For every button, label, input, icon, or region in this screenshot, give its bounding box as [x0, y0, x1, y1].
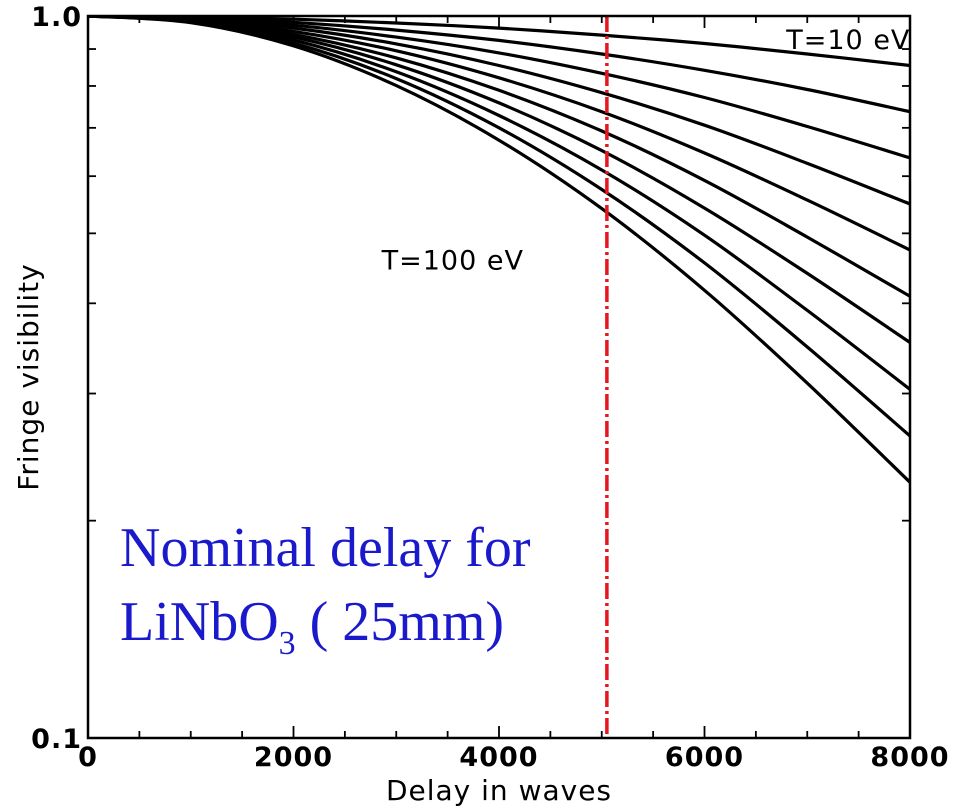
axis-ticks	[87, 15, 911, 739]
y-axis-title: Fringe visibility	[12, 263, 45, 490]
note-formula: LiNbO	[120, 591, 279, 653]
note-subscript: 3	[279, 625, 296, 662]
curve-label-0: T=10 eV	[785, 25, 910, 56]
plot-area	[88, 16, 910, 738]
x-tick-label: 2000	[254, 742, 333, 773]
nominal-delay-note-line2: LiNbO3 ( 25mm)	[120, 591, 504, 662]
x-axis-title: Delay in waves	[386, 774, 612, 807]
x-tick-label: 6000	[665, 742, 744, 773]
nominal-delay-note-line1: Nominal delay for	[120, 517, 531, 579]
x-tick-label: 8000	[870, 742, 949, 773]
tick-labels: 0 2000 4000 6000 8000 1.0 0.1	[31, 2, 949, 773]
note-dimension: ( 25mm)	[296, 591, 504, 653]
series-line-100ev	[88, 16, 910, 484]
y-tick-label: 1.0	[31, 2, 82, 33]
x-tick-label: 0	[78, 742, 98, 773]
y-tick-label: 0.1	[31, 724, 82, 755]
curve-label-1: T=100 eV	[381, 245, 524, 276]
x-tick-label: 4000	[459, 742, 538, 773]
series-line-80ev	[88, 16, 910, 391]
